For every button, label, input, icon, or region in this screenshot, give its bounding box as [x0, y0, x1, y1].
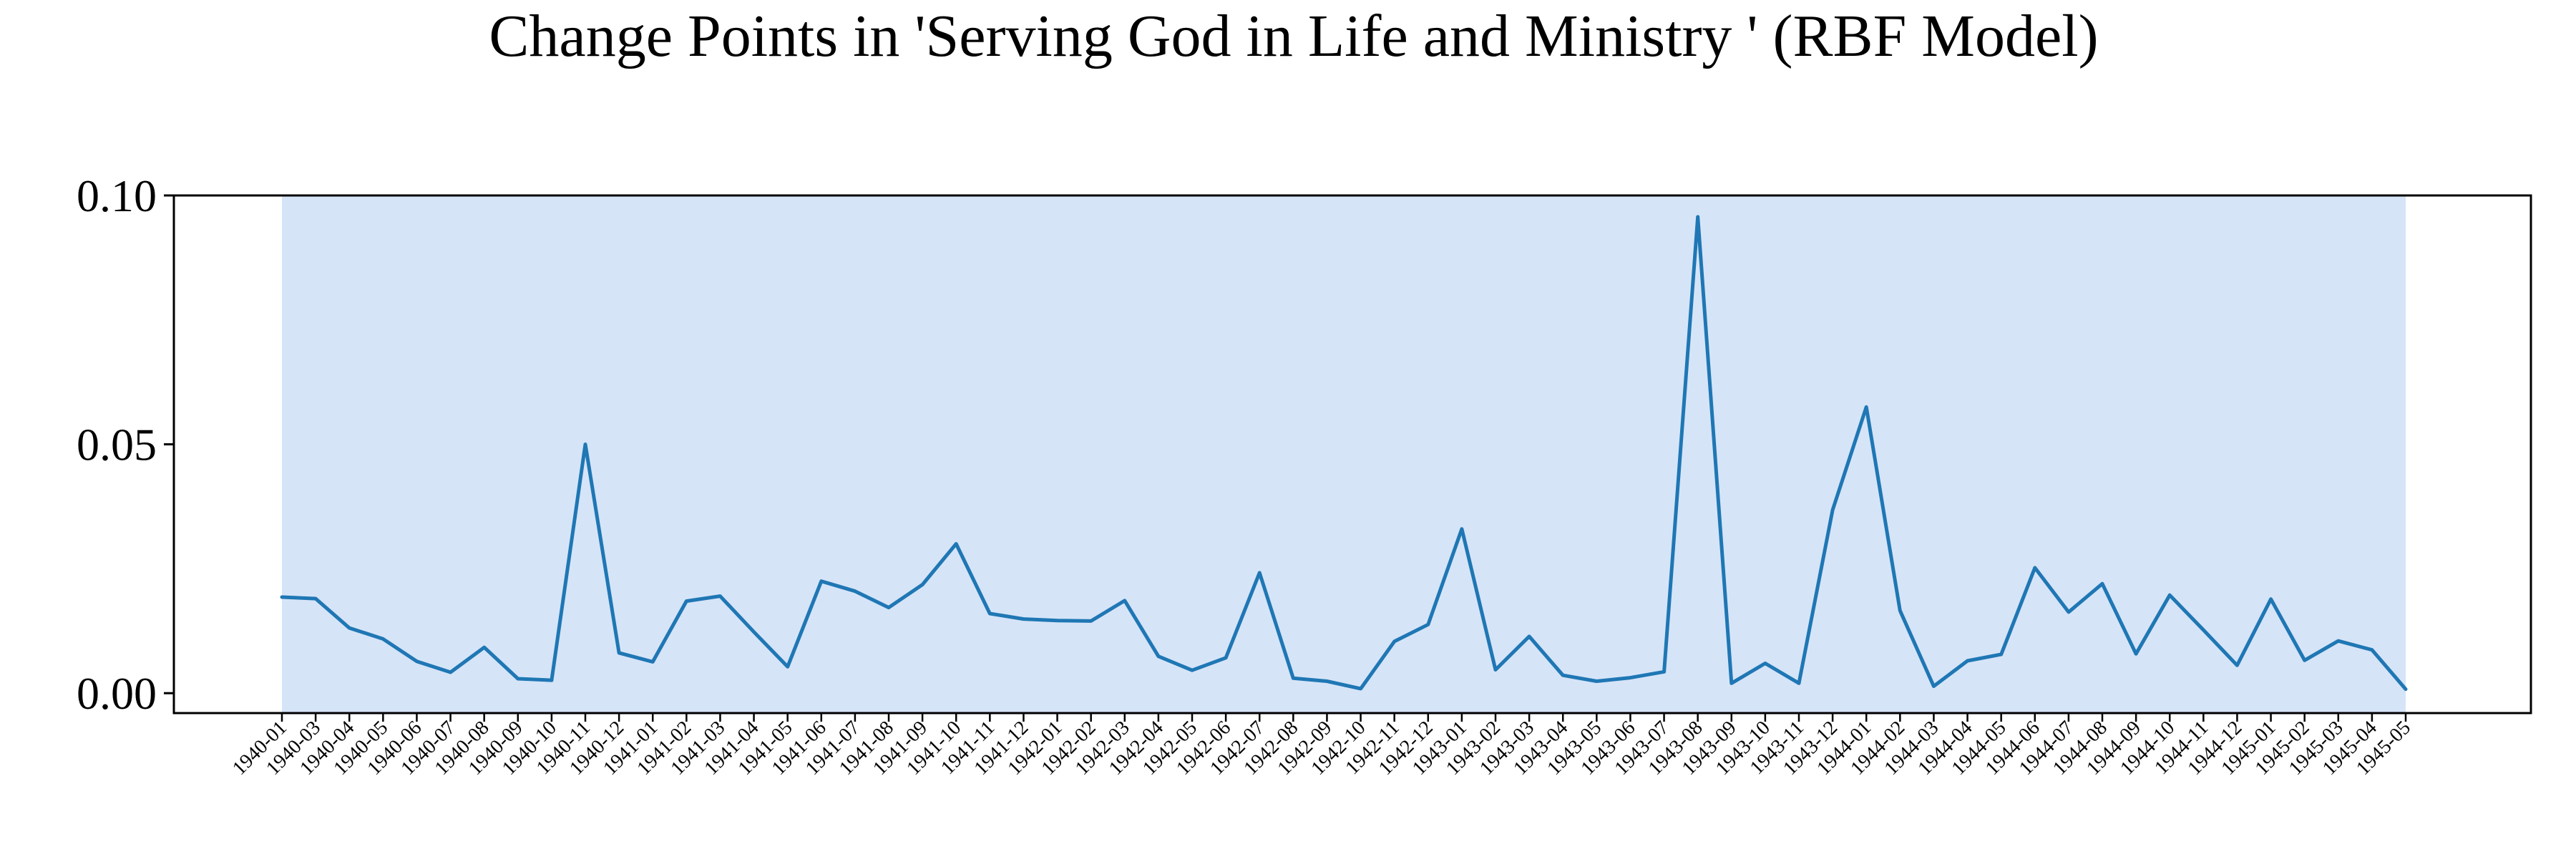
data-point — [784, 662, 792, 671]
data-point — [1525, 632, 1533, 641]
data-point — [682, 597, 691, 606]
x-axis-ticks: 1940-011940-031940-041940-051940-061940-… — [228, 713, 2415, 780]
data-point — [2031, 563, 2039, 572]
data-point — [1558, 671, 1567, 679]
axes-layer — [172, 194, 2532, 715]
data-point — [1592, 677, 1601, 686]
data-point — [2064, 608, 2073, 616]
data-point — [1019, 615, 1028, 624]
series-line — [280, 215, 2408, 692]
data-point — [1221, 654, 1230, 662]
data-point — [1289, 674, 1297, 682]
data-point — [2368, 646, 2376, 654]
data-point — [547, 676, 556, 684]
data-point — [2199, 626, 2207, 634]
y-tick-label: 0.00 — [77, 668, 157, 719]
data-point — [817, 577, 826, 586]
y-tick-label: 0.05 — [77, 420, 157, 470]
y-tick-label: 0.10 — [77, 170, 157, 221]
data-point — [1727, 679, 1736, 687]
data-point — [1255, 568, 1264, 577]
data-point — [1862, 402, 1870, 411]
data-point — [2401, 685, 2410, 694]
data-point — [1896, 606, 1904, 615]
data-point — [648, 657, 657, 666]
data-point — [952, 540, 960, 548]
data-point — [884, 604, 893, 612]
data-point — [1188, 666, 1196, 674]
data-point — [1491, 666, 1500, 674]
plot-frame — [172, 194, 2532, 715]
data-point — [1694, 213, 1702, 221]
data-point — [1424, 620, 1433, 629]
data-point — [750, 628, 758, 636]
data-point — [1357, 684, 1365, 693]
highlight-span-layer — [282, 195, 2406, 713]
data-point — [278, 593, 286, 601]
chart-title: Change Points in 'Serving God in Life an… — [489, 3, 2098, 69]
data-point — [716, 592, 724, 601]
data-point — [1929, 682, 1938, 690]
data-point — [1121, 596, 1129, 605]
data-point — [2301, 656, 2309, 664]
series-layer — [278, 213, 2410, 694]
data-point — [345, 624, 353, 632]
data-point — [480, 643, 489, 652]
data-point — [2267, 595, 2275, 604]
data-point — [2165, 591, 2174, 599]
data-point — [1626, 674, 1634, 682]
y-axis-ticks: 0.00 0.05 0.10 — [77, 170, 174, 719]
data-point — [1053, 616, 1062, 625]
data-point — [2334, 636, 2343, 645]
data-point — [1660, 667, 1669, 676]
data-point — [615, 649, 623, 657]
data-point — [2098, 579, 2107, 588]
data-point — [2132, 649, 2140, 658]
data-point — [1322, 677, 1331, 686]
data-point — [412, 657, 421, 666]
data-point — [311, 594, 320, 603]
data-point — [1795, 679, 1803, 687]
data-point — [985, 609, 994, 618]
data-point — [2233, 661, 2241, 669]
data-point — [1154, 652, 1163, 661]
data-point — [1390, 637, 1399, 646]
data-point — [851, 587, 859, 596]
change-point-span — [282, 195, 2406, 713]
data-point — [447, 668, 455, 677]
data-point — [918, 581, 927, 589]
data-point — [581, 440, 590, 449]
data-point — [379, 634, 387, 643]
data-point — [1963, 657, 1972, 665]
data-point — [1458, 525, 1466, 533]
data-point — [1997, 650, 2006, 659]
data-point — [514, 674, 522, 683]
data-point — [1828, 505, 1837, 514]
data-point — [1761, 659, 1770, 667]
data-point — [1087, 616, 1096, 625]
